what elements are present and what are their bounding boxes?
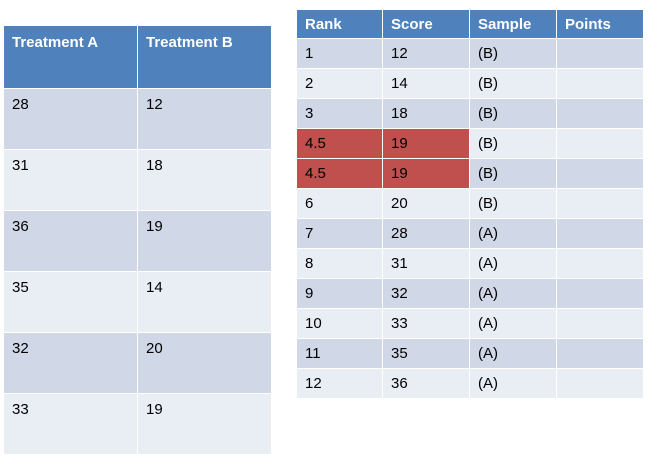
cell-treatment-a: 32 xyxy=(3,332,138,394)
cell-sample: (B) xyxy=(469,38,557,69)
cell-score: 14 xyxy=(382,68,470,99)
table-row: 1 12 (B) xyxy=(296,38,644,69)
cell-score: 20 xyxy=(382,188,470,219)
header-rank: Rank xyxy=(296,9,383,39)
cell-score-tied: 19 xyxy=(382,158,470,189)
cell-score: 31 xyxy=(382,248,470,279)
cell-rank: 11 xyxy=(296,338,383,369)
header-sample: Sample xyxy=(469,9,557,39)
cell-sample: (B) xyxy=(469,128,557,159)
cell-points xyxy=(556,98,644,129)
cell-treatment-b: 19 xyxy=(137,393,272,455)
table-row: 2 14 (B) xyxy=(296,68,644,99)
cell-rank-tied: 4.5 xyxy=(296,128,383,159)
table-row: 31 18 xyxy=(3,149,272,211)
cell-rank: 2 xyxy=(296,68,383,99)
cell-sample: (A) xyxy=(469,218,557,249)
table-row: 10 33 (A) xyxy=(296,308,644,339)
cell-sample: (A) xyxy=(469,278,557,309)
cell-points xyxy=(556,338,644,369)
table-row: 7 28 (A) xyxy=(296,218,644,249)
header-score: Score xyxy=(382,9,470,39)
rank-table: Rank Score Sample Points 1 12 (B) 2 14 (… xyxy=(296,9,644,399)
cell-treatment-a: 31 xyxy=(3,149,138,211)
cell-treatment-a: 33 xyxy=(3,393,138,455)
table-row-tied: 4.5 19 (B) xyxy=(296,158,644,189)
cell-score: 36 xyxy=(382,368,470,399)
treatment-table: Treatment A Treatment B 28 12 31 18 36 1… xyxy=(3,25,272,455)
cell-points xyxy=(556,68,644,99)
cell-treatment-a: 36 xyxy=(3,210,138,272)
cell-score: 33 xyxy=(382,308,470,339)
cell-rank: 9 xyxy=(296,278,383,309)
cell-sample: (A) xyxy=(469,248,557,279)
table-row: 28 12 xyxy=(3,88,272,150)
cell-score: 18 xyxy=(382,98,470,129)
header-points: Points xyxy=(556,9,644,39)
cell-sample: (A) xyxy=(469,368,557,399)
cell-points xyxy=(556,308,644,339)
cell-sample: (B) xyxy=(469,188,557,219)
cell-treatment-b: 18 xyxy=(137,149,272,211)
treatment-table-header: Treatment A Treatment B xyxy=(3,25,272,89)
cell-points xyxy=(556,248,644,279)
table-row-tied: 4.5 19 (B) xyxy=(296,128,644,159)
cell-treatment-b: 12 xyxy=(137,88,272,150)
cell-rank: 8 xyxy=(296,248,383,279)
cell-sample: (A) xyxy=(469,308,557,339)
cell-sample: (B) xyxy=(469,158,557,189)
cell-points xyxy=(556,158,644,189)
cell-treatment-a: 35 xyxy=(3,271,138,333)
cell-score: 35 xyxy=(382,338,470,369)
table-row: 6 20 (B) xyxy=(296,188,644,219)
header-treatment-a: Treatment A xyxy=(3,25,138,89)
cell-treatment-a: 28 xyxy=(3,88,138,150)
table-row: 32 20 xyxy=(3,332,272,394)
cell-points xyxy=(556,128,644,159)
cell-rank: 1 xyxy=(296,38,383,69)
cell-score: 28 xyxy=(382,218,470,249)
cell-treatment-b: 19 xyxy=(137,210,272,272)
cell-rank: 10 xyxy=(296,308,383,339)
table-row: 8 31 (A) xyxy=(296,248,644,279)
table-row: 3 18 (B) xyxy=(296,98,644,129)
cell-points xyxy=(556,218,644,249)
table-row: 9 32 (A) xyxy=(296,278,644,309)
table-row: 33 19 xyxy=(3,393,272,455)
cell-treatment-b: 14 xyxy=(137,271,272,333)
cell-treatment-b: 20 xyxy=(137,332,272,394)
cell-rank-tied: 4.5 xyxy=(296,158,383,189)
rank-table-header: Rank Score Sample Points xyxy=(296,9,644,39)
cell-points xyxy=(556,188,644,219)
cell-sample: (B) xyxy=(469,68,557,99)
cell-score: 12 xyxy=(382,38,470,69)
table-row: 12 36 (A) xyxy=(296,368,644,399)
table-row: 36 19 xyxy=(3,210,272,272)
cell-points xyxy=(556,38,644,69)
cell-sample: (A) xyxy=(469,338,557,369)
table-row: 35 14 xyxy=(3,271,272,333)
cell-rank: 6 xyxy=(296,188,383,219)
cell-points xyxy=(556,368,644,399)
cell-rank: 12 xyxy=(296,368,383,399)
cell-score: 32 xyxy=(382,278,470,309)
cell-score-tied: 19 xyxy=(382,128,470,159)
cell-sample: (B) xyxy=(469,98,557,129)
header-treatment-b: Treatment B xyxy=(137,25,272,89)
table-row: 11 35 (A) xyxy=(296,338,644,369)
cell-points xyxy=(556,278,644,309)
cell-rank: 7 xyxy=(296,218,383,249)
cell-rank: 3 xyxy=(296,98,383,129)
